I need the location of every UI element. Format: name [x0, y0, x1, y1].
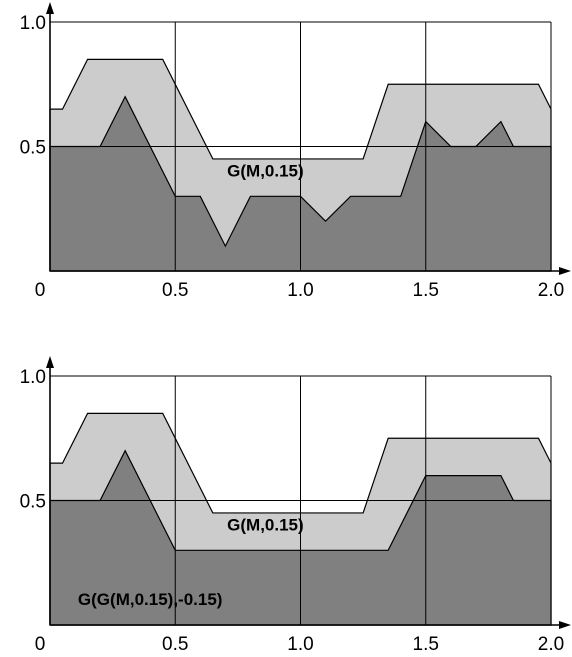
x-tick-label-2.0-top: 2.0 — [538, 280, 564, 301]
annotation-0-bottom: G(M,0.15) — [227, 515, 304, 534]
x-tick-label-1.5-bottom: 1.5 — [413, 634, 439, 655]
y-tick-label-1.0-bottom: 1.0 — [20, 367, 46, 388]
x-tick-label-0.5-top: 0.5 — [162, 280, 188, 301]
x-tick-label-0.5-bottom: 0.5 — [162, 634, 188, 655]
x-tick-label-1.0-bottom: 1.0 — [287, 634, 313, 655]
x-tick-label-1.0-top: 1.0 — [287, 280, 313, 301]
annotation-0-top: G(M,0.15) — [227, 161, 304, 180]
annotation-1-bottom: G(G(M,0.15),-0.15) — [78, 590, 223, 609]
x-tick-label-2.0-bottom: 2.0 — [538, 634, 564, 655]
chart-panel-bottom: 0 0.5 1.0 1.5 2.0 0.5 1.0 G(M,0.15) G(G(M,0.15),… — [20, 356, 571, 655]
y-axis-arrow-top — [46, 2, 54, 14]
chart-panel-top: 0 0.5 1.0 1.5 2.0 0.5 1.0 G(M,0.15) — [20, 2, 571, 301]
y-axis-arrow-bottom — [46, 356, 54, 368]
x-tick-label-0-top: 0 — [35, 280, 46, 301]
x-axis-arrow-top — [559, 267, 571, 275]
y-tick-label-1.0-top: 1.0 — [20, 13, 46, 34]
y-tick-label-0.5-top: 0.5 — [20, 138, 46, 159]
y-tick-label-0.5-bottom: 0.5 — [20, 492, 46, 513]
x-tick-label-0-bottom: 0 — [35, 634, 46, 655]
x-tick-label-1.5-top: 1.5 — [413, 280, 439, 301]
x-axis-arrow-bottom — [559, 621, 571, 629]
